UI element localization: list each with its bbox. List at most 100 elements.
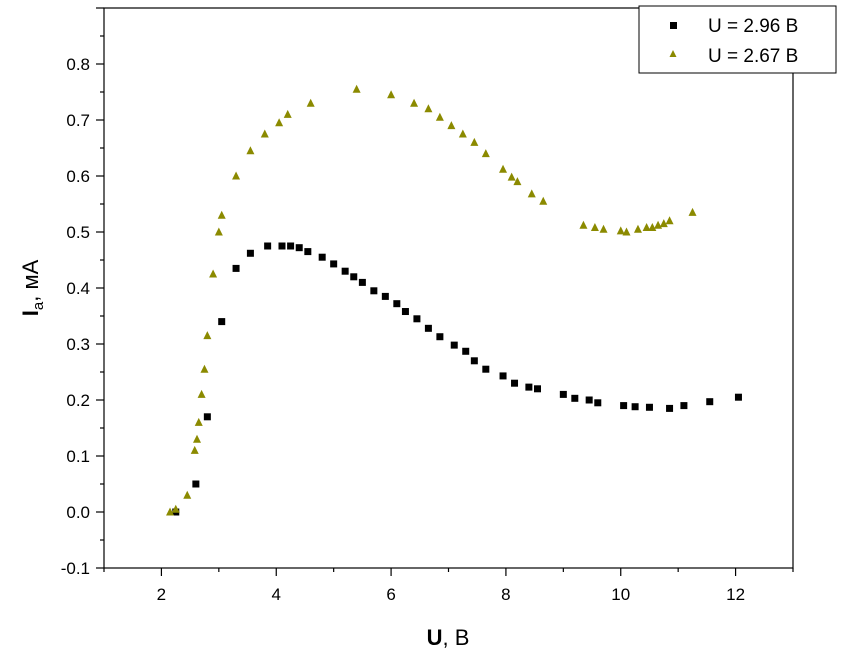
y-tick-label: 0.2 — [66, 391, 90, 410]
data-point — [527, 189, 536, 198]
data-point — [481, 149, 490, 158]
legend-marker-square — [670, 22, 677, 29]
data-point — [264, 242, 272, 250]
data-point — [246, 146, 255, 155]
data-point — [304, 248, 312, 256]
data-point — [387, 90, 396, 99]
x-tick-label: 2 — [157, 585, 166, 604]
data-point — [214, 227, 223, 236]
data-point — [370, 287, 378, 295]
data-point — [706, 398, 714, 406]
y-axis-title-main: I — [18, 310, 43, 316]
data-point — [295, 244, 303, 252]
data-point — [499, 372, 507, 380]
data-point — [688, 207, 697, 216]
data-point — [318, 253, 326, 261]
legend: U = 2.96 В U = 2.67 В — [638, 5, 837, 74]
x-tick-label: 4 — [272, 585, 281, 604]
data-point — [525, 383, 533, 391]
legend-label-series-2: U = 2.67 В — [708, 46, 798, 67]
y-tick-label: 0.1 — [66, 447, 90, 466]
data-point — [642, 223, 651, 232]
legend-label-series-1: U = 2.96 В — [708, 16, 798, 37]
data-point — [590, 223, 599, 232]
data-point — [585, 396, 593, 404]
data-point — [594, 399, 602, 407]
data-point — [341, 267, 349, 275]
data-point — [424, 104, 433, 113]
data-point — [410, 98, 419, 107]
data-point — [659, 219, 668, 228]
data-point — [193, 434, 202, 443]
data-point — [192, 480, 200, 488]
y-tick-label: 0.4 — [66, 279, 90, 298]
data-point — [450, 341, 458, 349]
y-axis-title-sub: a — [30, 301, 47, 310]
y-axis-title-unit: , мА — [18, 259, 43, 301]
data-point — [203, 413, 211, 421]
data-point — [665, 216, 674, 225]
x-axis-title-main: U — [427, 625, 443, 650]
data-point — [507, 172, 516, 181]
y-tick-label: 0.0 — [66, 503, 90, 522]
data-point — [513, 177, 522, 186]
data-point — [413, 315, 421, 323]
data-point — [470, 137, 479, 146]
data-point — [599, 224, 608, 233]
data-point — [358, 278, 366, 286]
data-point — [246, 249, 254, 257]
data-point — [680, 402, 688, 410]
x-tick-label: 8 — [501, 585, 510, 604]
data-point — [666, 404, 674, 412]
data-point — [645, 403, 653, 411]
data-point — [166, 507, 175, 516]
data-point — [287, 242, 295, 250]
data-point — [232, 264, 240, 272]
data-point — [435, 112, 444, 121]
legend-box — [638, 5, 837, 74]
data-point — [571, 394, 579, 402]
data-point — [470, 357, 478, 365]
data-point — [622, 227, 631, 236]
x-axis-title: U, В — [427, 625, 470, 650]
data-point — [232, 171, 241, 180]
data-point — [209, 269, 218, 278]
data-point — [352, 84, 361, 93]
data-point — [734, 393, 742, 401]
data-point — [260, 129, 269, 138]
y-axis-ticks: -0.1 0.0 0.1 0.2 0.3 0.4 0.5 0.6 0.7 0.8 — [61, 7, 104, 578]
series-1 — [172, 242, 742, 516]
data-point — [539, 196, 548, 205]
data-point — [447, 121, 456, 130]
data-point — [533, 385, 541, 393]
series-layer — [166, 84, 742, 516]
data-point — [381, 292, 389, 300]
data-point — [620, 402, 628, 410]
data-point — [499, 164, 508, 173]
series-2 — [166, 84, 697, 516]
data-point — [458, 129, 467, 138]
data-point — [217, 210, 226, 219]
y-tick-label: -0.1 — [61, 559, 90, 578]
y-tick-label: 0.7 — [66, 111, 90, 130]
x-tick-label: 10 — [611, 585, 630, 604]
data-point — [197, 389, 206, 398]
data-point — [633, 224, 642, 233]
data-point — [616, 226, 625, 235]
x-tick-label: 6 — [386, 585, 395, 604]
x-tick-label: 12 — [726, 585, 745, 604]
data-point — [275, 118, 284, 127]
data-point — [218, 318, 226, 326]
data-point — [511, 379, 519, 387]
y-axis-title: Ia, мА — [18, 259, 47, 316]
data-point — [579, 220, 588, 229]
data-point — [330, 260, 338, 268]
y-tick-label: 0.6 — [66, 167, 90, 186]
data-point — [183, 490, 192, 499]
data-point — [648, 223, 657, 232]
data-point — [559, 390, 567, 398]
data-point — [203, 331, 212, 340]
data-point — [401, 308, 409, 316]
data-point — [654, 220, 663, 229]
